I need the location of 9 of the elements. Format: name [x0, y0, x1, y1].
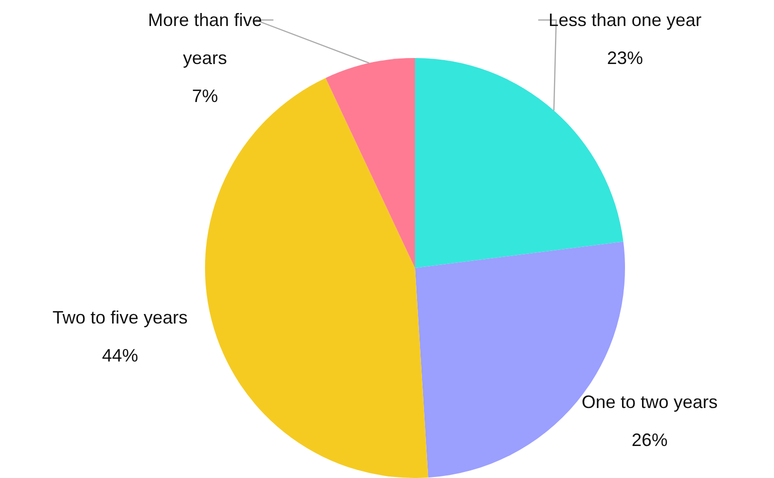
data-label: 7%	[192, 86, 218, 106]
pie-slice	[326, 58, 415, 268]
slice-label: More than five years	[148, 10, 262, 68]
slice-label: One to two years	[582, 392, 718, 412]
data-label: 26%	[632, 430, 668, 450]
slice-label: Two to five years	[52, 308, 188, 328]
data-label: 44%	[102, 346, 138, 366]
slice-label: Less than one year	[548, 10, 702, 30]
data-label: 23%	[606, 48, 644, 68]
